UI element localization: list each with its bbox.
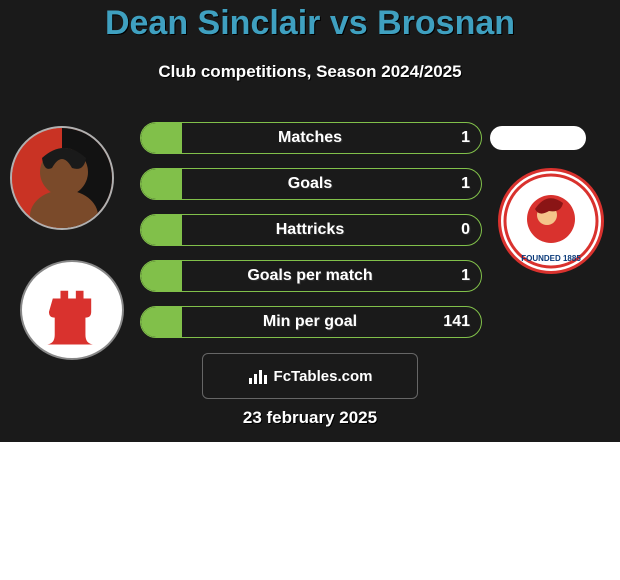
player1-avatar-silhouette <box>12 128 112 228</box>
stat-row: Goals per match 1 <box>140 260 480 292</box>
stat-label: Goals per match <box>140 260 480 292</box>
brand-badge[interactable]: FcTables.com <box>202 353 418 399</box>
player2-badge-top <box>490 126 586 150</box>
stat-label: Min per goal <box>140 306 480 338</box>
castle-icon <box>22 262 122 358</box>
stat-label: Hattricks <box>140 214 480 246</box>
stat-right: 1 <box>461 122 470 154</box>
player2-club-badge: FOUNDED 1885 <box>498 168 604 274</box>
stat-right: 1 <box>461 260 470 292</box>
comparison-card: Dean Sinclair vs Brosnan Club competitio… <box>0 0 620 442</box>
subtitle: Club competitions, Season 2024/2025 <box>0 62 620 82</box>
stat-row: Goals 1 <box>140 168 480 200</box>
stat-right: 1 <box>461 168 470 200</box>
stat-label: Matches <box>140 122 480 154</box>
date-text: 23 february 2025 <box>0 408 620 428</box>
club-crest-icon: FOUNDED 1885 <box>501 171 601 271</box>
brand-text: FcTables.com <box>274 368 373 385</box>
stat-row: Hattricks 0 <box>140 214 480 246</box>
stat-right: 0 <box>461 214 470 246</box>
page-title: Dean Sinclair vs Brosnan <box>0 4 620 43</box>
stat-row: Matches 1 <box>140 122 480 154</box>
stat-row: Min per goal 141 <box>140 306 480 338</box>
bars-icon <box>248 366 268 386</box>
stat-label: Goals <box>140 168 480 200</box>
player1-club-badge <box>20 260 124 360</box>
svg-text:FOUNDED 1885: FOUNDED 1885 <box>521 254 581 263</box>
stat-rows: Matches 1 Goals 1 Hattricks 0 Goals per … <box>140 122 480 352</box>
stat-right: 141 <box>443 306 470 338</box>
player1-avatar <box>10 126 114 230</box>
